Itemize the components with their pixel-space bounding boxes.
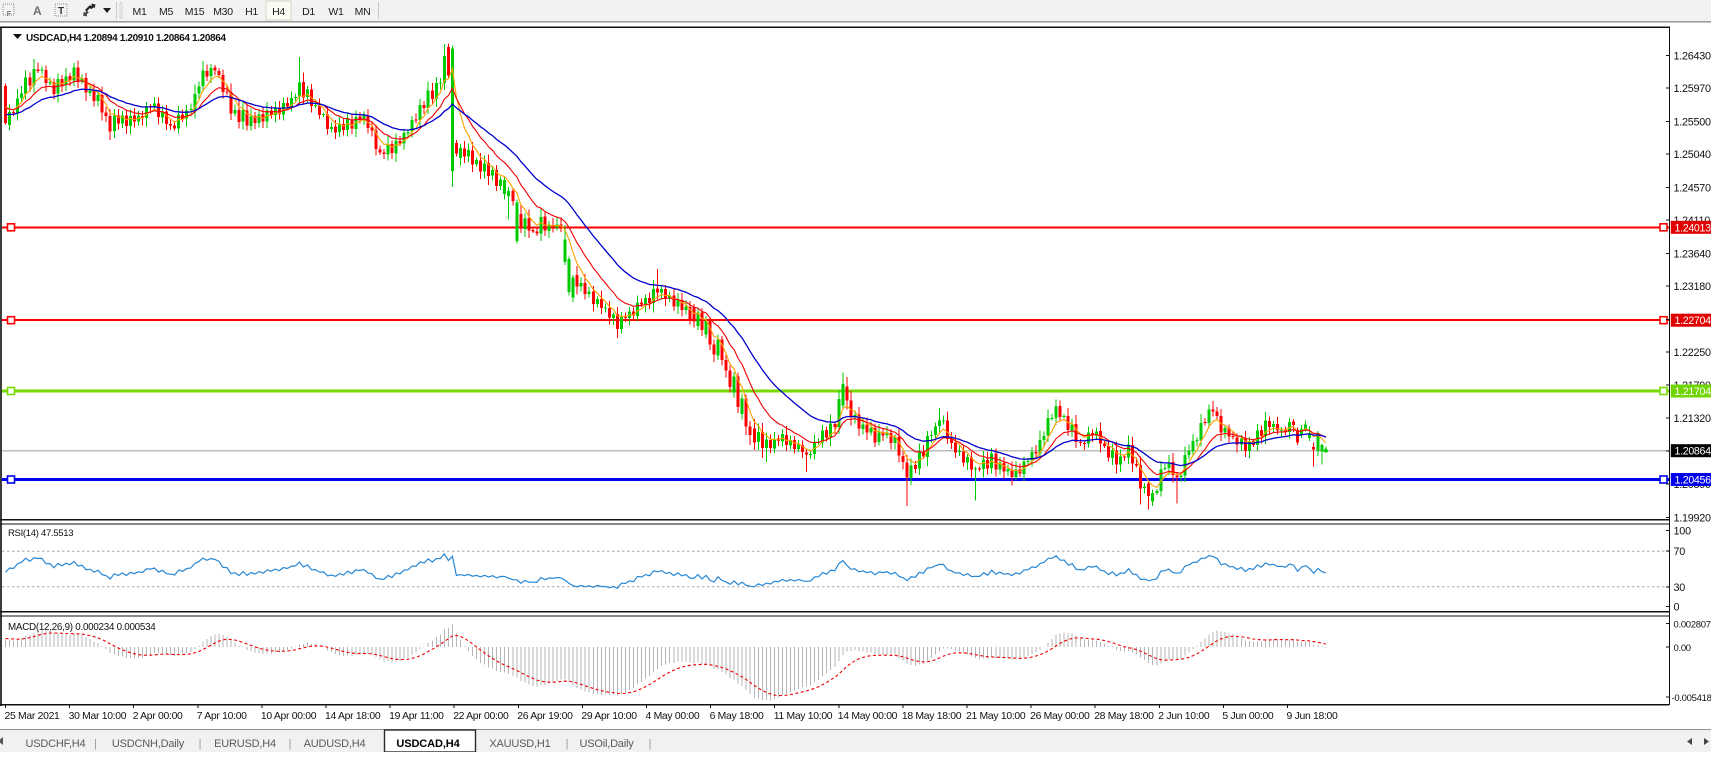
svg-text:XAUUSD,H1: XAUUSD,H1 (489, 738, 550, 750)
svg-text:30: 30 (1674, 582, 1686, 594)
svg-text:F: F (7, 11, 11, 18)
svg-text:USDCAD,H4: USDCAD,H4 (396, 738, 460, 750)
svg-text:M5: M5 (159, 6, 173, 18)
svg-text:A: A (33, 4, 42, 18)
svg-text:-0.005418: -0.005418 (1672, 693, 1711, 704)
svg-text:D1: D1 (302, 6, 315, 18)
svg-text:1.26430: 1.26430 (1674, 51, 1711, 63)
svg-text:|: | (566, 738, 569, 750)
svg-text:1.19920: 1.19920 (1674, 513, 1711, 525)
svg-text:1.25500: 1.25500 (1674, 117, 1711, 129)
svg-text:M30: M30 (213, 6, 233, 18)
svg-text:M15: M15 (185, 6, 205, 18)
svg-text:25 Mar 2021: 25 Mar 2021 (5, 711, 61, 722)
svg-text:10 Apr 00:00: 10 Apr 00:00 (261, 711, 317, 722)
svg-text:7 Apr 10:00: 7 Apr 10:00 (197, 711, 247, 722)
svg-text:1.25040: 1.25040 (1674, 149, 1711, 161)
svg-text:EURUSD,H4: EURUSD,H4 (214, 738, 276, 750)
svg-text:W1: W1 (328, 6, 344, 18)
svg-text:H1: H1 (245, 6, 258, 18)
svg-text:1.22250: 1.22250 (1674, 347, 1711, 359)
svg-text:USDCHF,H4: USDCHF,H4 (26, 738, 86, 750)
svg-text:|: | (289, 738, 292, 750)
svg-text:9 Jun 18:00: 9 Jun 18:00 (1287, 711, 1339, 722)
svg-text:USOil,Daily: USOil,Daily (579, 738, 634, 750)
svg-text:4 May 00:00: 4 May 00:00 (646, 711, 700, 722)
svg-text:|: | (94, 738, 97, 750)
svg-text:5 Jun 00:00: 5 Jun 00:00 (1222, 711, 1274, 722)
svg-text:30 Mar 10:00: 30 Mar 10:00 (69, 711, 127, 722)
svg-text:29 Apr 10:00: 29 Apr 10:00 (581, 711, 637, 722)
svg-text:11 May 10:00: 11 May 10:00 (774, 711, 833, 722)
svg-text:26 Apr 19:00: 26 Apr 19:00 (517, 711, 573, 722)
svg-text:|: | (199, 738, 202, 750)
svg-text:1.21704: 1.21704 (1675, 386, 1711, 398)
svg-text:1.20864: 1.20864 (1675, 446, 1711, 458)
svg-text:H4: H4 (272, 6, 285, 18)
svg-text:0.00: 0.00 (1674, 643, 1691, 654)
svg-text:|: | (649, 738, 652, 750)
svg-text:70: 70 (1674, 546, 1686, 558)
svg-text:1.23640: 1.23640 (1674, 249, 1711, 261)
svg-text:0: 0 (1674, 601, 1680, 613)
svg-text:M1: M1 (133, 6, 147, 18)
svg-text:AUDUSD,H4: AUDUSD,H4 (304, 738, 366, 750)
svg-text:1.25970: 1.25970 (1674, 83, 1711, 95)
svg-text:18 May 18:00: 18 May 18:00 (902, 711, 962, 722)
svg-text:MACD(12,26,9) 0.000234 0.00053: MACD(12,26,9) 0.000234 0.000534 (8, 622, 156, 633)
svg-text:1.20456: 1.20456 (1675, 475, 1711, 487)
svg-text:1.24013: 1.24013 (1675, 222, 1711, 234)
svg-text:1.24570: 1.24570 (1674, 183, 1711, 195)
svg-text:19 Apr 11:00: 19 Apr 11:00 (389, 711, 444, 722)
svg-text:14 Apr 18:00: 14 Apr 18:00 (325, 711, 381, 722)
svg-text:0.002807: 0.002807 (1674, 620, 1711, 631)
svg-text:21 May 10:00: 21 May 10:00 (966, 711, 1026, 722)
svg-text:1.22704: 1.22704 (1675, 315, 1711, 327)
svg-text:22 Apr 00:00: 22 Apr 00:00 (453, 711, 509, 722)
svg-text:28 May 18:00: 28 May 18:00 (1094, 711, 1154, 722)
svg-text:2 Jun 10:00: 2 Jun 10:00 (1158, 711, 1210, 722)
svg-text:MN: MN (355, 6, 371, 18)
svg-text:USDCNH,Daily: USDCNH,Daily (112, 738, 185, 750)
svg-text:100: 100 (1674, 526, 1692, 538)
svg-text:26 May 00:00: 26 May 00:00 (1030, 711, 1090, 722)
svg-text:1.21320: 1.21320 (1674, 413, 1711, 425)
svg-text:1.23180: 1.23180 (1674, 281, 1711, 293)
svg-text:USDCAD,H4 1.20894 1.20910 1.2: USDCAD,H4 1.20894 1.20910 1.20864 1.2086… (26, 33, 226, 44)
svg-text:14 May 00:00: 14 May 00:00 (838, 711, 898, 722)
svg-text:6 May 18:00: 6 May 18:00 (710, 711, 764, 722)
svg-text:2 Apr 00:00: 2 Apr 00:00 (133, 711, 183, 722)
svg-text:RSI(14) 47.5513: RSI(14) 47.5513 (8, 528, 73, 539)
svg-text:T: T (58, 6, 64, 17)
